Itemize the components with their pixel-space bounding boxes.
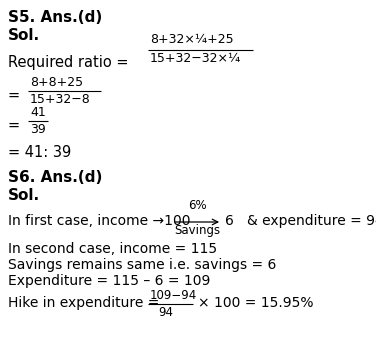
Text: 15+32−8: 15+32−8 <box>30 93 91 106</box>
Text: 8+32×¼+25: 8+32×¼+25 <box>150 33 233 46</box>
Text: 41: 41 <box>30 106 46 119</box>
Text: =: = <box>8 88 25 103</box>
Text: 39: 39 <box>30 123 46 136</box>
Text: 94: 94 <box>158 306 173 319</box>
Text: In first case, income →100: In first case, income →100 <box>8 214 195 228</box>
Text: 6   & expenditure = 94: 6 & expenditure = 94 <box>225 214 376 228</box>
Text: Savings remains same i.e. savings = 6: Savings remains same i.e. savings = 6 <box>8 258 276 272</box>
Text: S5. Ans.(d): S5. Ans.(d) <box>8 10 102 25</box>
Text: Expenditure = 115 – 6 = 109: Expenditure = 115 – 6 = 109 <box>8 274 211 288</box>
Text: 15+32−32×¼: 15+32−32×¼ <box>150 52 241 65</box>
Text: S6. Ans.(d): S6. Ans.(d) <box>8 170 102 185</box>
Text: × 100 = 15.95%: × 100 = 15.95% <box>198 296 314 310</box>
Text: Required ratio =: Required ratio = <box>8 55 133 70</box>
Text: =: = <box>8 118 25 133</box>
Text: In second case, income = 115: In second case, income = 115 <box>8 242 217 256</box>
Text: 6%: 6% <box>188 199 206 212</box>
Text: Hike in expenditure =: Hike in expenditure = <box>8 296 164 310</box>
Text: 109−94: 109−94 <box>150 289 197 302</box>
Text: Sol.: Sol. <box>8 28 40 43</box>
Text: Sol.: Sol. <box>8 188 40 203</box>
Text: = 41: 39: = 41: 39 <box>8 145 71 160</box>
Text: Savings: Savings <box>174 224 220 237</box>
Text: 8+8+25: 8+8+25 <box>30 76 83 89</box>
